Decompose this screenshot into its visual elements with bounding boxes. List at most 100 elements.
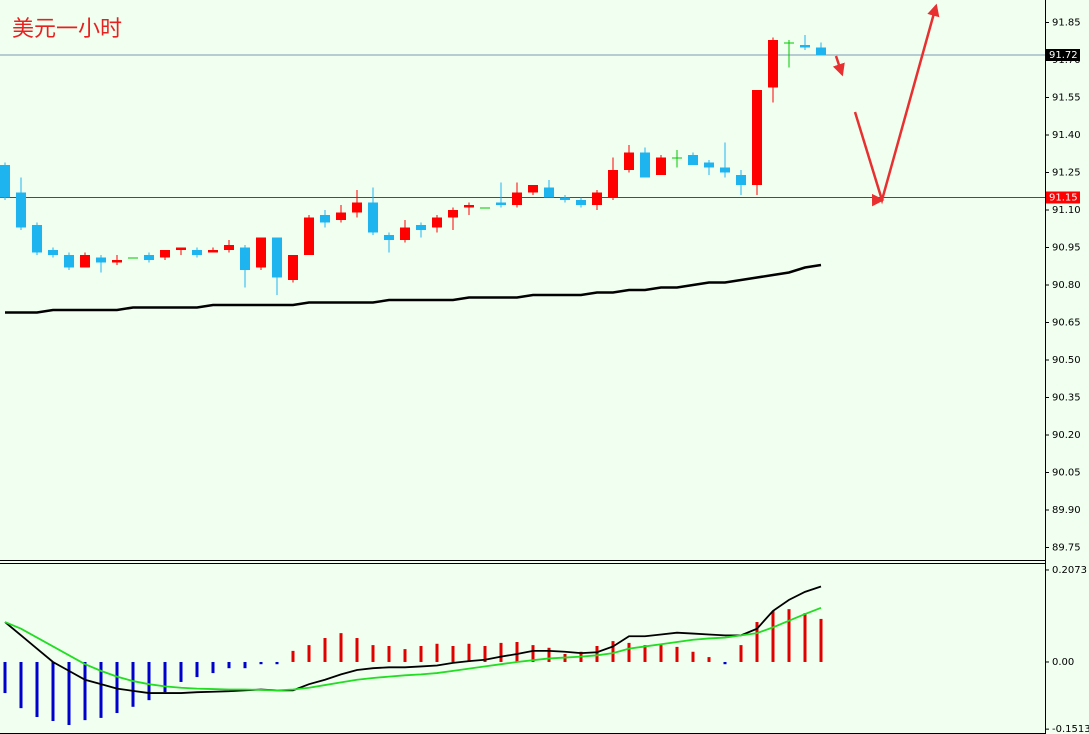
histogram-bar: [275, 661, 279, 665]
candle-body: [416, 225, 426, 230]
candle-body: [256, 237, 266, 268]
y-tick-label: 91.55: [1052, 93, 1081, 104]
candle-body: [352, 202, 362, 213]
candle-body: [400, 227, 410, 240]
histogram-bar: [803, 613, 807, 662]
histogram-bar: [67, 661, 71, 726]
histogram-bar: [307, 645, 311, 662]
candle-body: [704, 162, 714, 168]
histogram-bar: [51, 661, 55, 722]
histogram-bar: [627, 642, 631, 662]
histogram-bar: [355, 638, 359, 662]
histogram-bar: [547, 647, 551, 662]
candle-body: [320, 215, 330, 223]
candle-body: [656, 157, 666, 175]
histogram-bar: [723, 661, 727, 665]
candle-body: [480, 207, 490, 209]
price-label: 91.72: [1049, 50, 1078, 61]
candle-body: [752, 90, 762, 185]
histogram-bar: [99, 661, 103, 718]
histogram-bar: [131, 661, 135, 707]
candle-body: [0, 165, 10, 198]
histogram-bar: [707, 657, 711, 662]
histogram-bar: [291, 650, 295, 662]
candle-body: [624, 152, 634, 170]
candle-body: [512, 192, 522, 205]
histogram-bar: [35, 661, 39, 718]
y-tick-label: 90.50: [1052, 355, 1081, 366]
macd-line: [4, 606, 822, 692]
histogram-bar: [771, 610, 775, 662]
candle-body: [304, 217, 314, 255]
candle-body: [672, 157, 682, 159]
histogram-bar: [787, 609, 791, 662]
histogram-bar: [643, 645, 647, 662]
histogram-bar: [435, 643, 439, 662]
y-tick-label: 90.35: [1052, 393, 1081, 404]
candle-body: [432, 217, 442, 228]
price-label-bg: [1046, 191, 1080, 204]
candle-body: [48, 250, 58, 255]
histogram-bar: [227, 661, 231, 669]
histogram-bar: [467, 643, 471, 662]
histogram-bar: [451, 646, 455, 662]
candle-body: [768, 40, 778, 88]
candle-body: [16, 192, 26, 228]
candle-body: [80, 255, 90, 268]
candle-body: [800, 45, 810, 48]
candle-body: [272, 237, 282, 278]
y-tick-label: 0.00: [1052, 657, 1074, 668]
histogram-bar: [611, 641, 615, 662]
price-label: 91.15: [1049, 193, 1078, 204]
plot: 91.8591.7091.5591.4091.2591.1090.9590.80…: [0, 18, 1089, 734]
histogram-bar: [371, 645, 375, 662]
candle-body: [608, 170, 618, 198]
candle-body: [192, 250, 202, 255]
candle-body: [368, 202, 378, 233]
price-label-bg: [1046, 49, 1080, 61]
candle-body: [128, 257, 138, 259]
y-tick-label: 90.80: [1052, 280, 1081, 291]
candle-body: [640, 152, 650, 178]
candle-body: [64, 255, 74, 268]
histogram-bar: [19, 661, 23, 709]
histogram-bar: [595, 646, 599, 662]
histogram-bar: [323, 638, 327, 662]
candle-body: [448, 210, 458, 218]
annotation-arrows: [832, 3, 940, 207]
candle-body: [160, 250, 170, 258]
y-tick-label: 89.75: [1052, 543, 1081, 554]
histogram-bar: [403, 649, 407, 662]
y-tick-label: 90.05: [1052, 468, 1081, 479]
y-tick-label: 90.20: [1052, 430, 1081, 441]
candle-body: [688, 155, 698, 165]
candle-body: [592, 192, 602, 205]
candle-body: [528, 185, 538, 193]
histogram-bar: [691, 651, 695, 662]
candle-body: [560, 197, 570, 200]
candle-body: [784, 42, 794, 44]
y-tick-label: 90.95: [1052, 243, 1081, 254]
candle-body: [288, 255, 298, 280]
candle-body: [384, 235, 394, 240]
moving-average: [5, 263, 822, 314]
y-tick-label: 91.25: [1052, 168, 1081, 179]
candle-body: [736, 175, 746, 185]
histogram-bar: [419, 646, 423, 662]
histogram-bar: [483, 646, 487, 662]
candle-body: [544, 187, 554, 198]
chart-title: 美元一小时: [12, 17, 122, 42]
histogram-bar: [243, 661, 247, 669]
candle-body: [224, 245, 234, 250]
candle-body: [464, 205, 474, 208]
histogram-bar: [819, 618, 823, 662]
histogram-bar: [83, 661, 87, 721]
histogram-bar: [163, 661, 167, 693]
histogram-bar: [211, 661, 215, 674]
candle-body: [176, 247, 186, 250]
histogram-bar: [755, 622, 759, 662]
histogram-bar: [739, 645, 743, 662]
candle-body: [240, 247, 250, 270]
